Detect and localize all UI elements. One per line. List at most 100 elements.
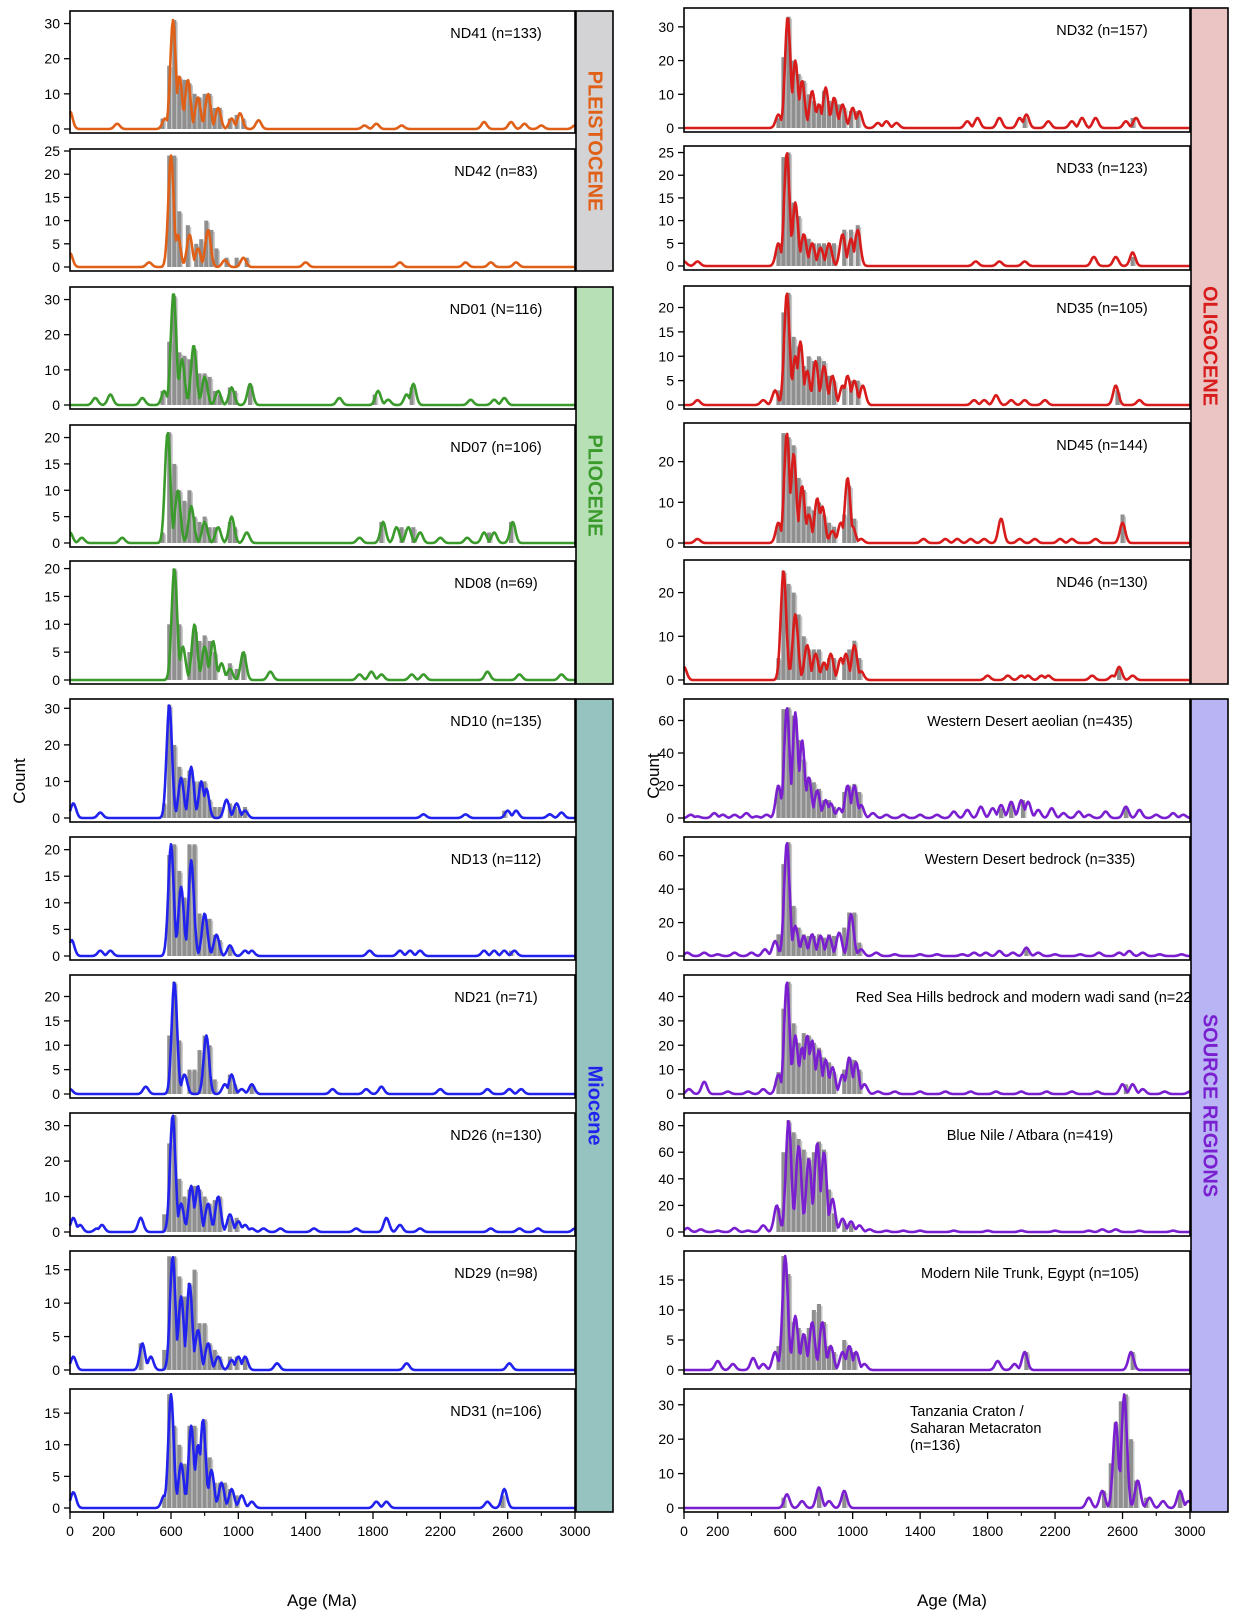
sample-label-line: Modern Nile Trunk, Egypt (n=105) xyxy=(921,1266,1139,1282)
histogram-bar xyxy=(172,981,177,1094)
density-curve xyxy=(69,293,576,407)
histogram-bar-shade xyxy=(780,787,782,818)
histogram-bar xyxy=(1022,117,1027,128)
y-tick-label: 15 xyxy=(44,1262,60,1278)
histogram-bar xyxy=(227,663,232,680)
y-axis-label-right: Count xyxy=(644,753,663,799)
histogram-bar-shade xyxy=(795,1324,798,1370)
histogram-bar-shade xyxy=(785,159,788,266)
sample-label-line: Blue Nile / Atbara (n=419) xyxy=(947,1128,1113,1144)
y-tick-label: 20 xyxy=(658,454,674,470)
histogram-bar xyxy=(786,842,791,956)
histogram-bar xyxy=(811,935,816,956)
histogram-bar-shade xyxy=(211,378,214,405)
panel-16: 0 20 40 60 Western Desert aeolian (n=435) xyxy=(658,698,1191,826)
sample-label: ND41 (n=133) xyxy=(450,26,541,42)
histogram-bar xyxy=(1130,256,1135,266)
y-tick-label: 60 xyxy=(658,1144,674,1160)
histogram-bar-shade xyxy=(780,660,782,680)
group-band-2: Miocene xyxy=(575,698,614,1513)
y-tick-label: 0 xyxy=(52,1224,60,1240)
sample-label-line: ND33 (n=123) xyxy=(1056,161,1147,177)
histogram-bar xyxy=(138,1343,143,1370)
histogram-bar-shade xyxy=(171,67,173,129)
x-tick-label: 1400 xyxy=(905,1523,936,1539)
histogram-bar xyxy=(212,1079,217,1094)
sample-label-line: ND26 (n=130) xyxy=(450,1128,541,1144)
panel-15: 0 10 20 ND46 (n=130) xyxy=(658,559,1191,688)
histogram-bar-shade xyxy=(831,660,833,680)
histogram-bar-shade xyxy=(800,1044,803,1094)
histogram-bar xyxy=(399,527,404,543)
histogram-bar xyxy=(852,783,857,818)
sample-label-line: (n=136) xyxy=(910,1438,960,1454)
y-tick-label: 0 xyxy=(666,1362,674,1378)
histogram-bar-shade xyxy=(790,1276,793,1370)
histogram-bar xyxy=(852,1059,857,1094)
histogram-bar xyxy=(796,1138,801,1232)
histogram-bar xyxy=(806,506,811,543)
histogram-bar-shade xyxy=(196,1271,198,1370)
y-tick-label: 20 xyxy=(44,51,60,67)
histogram-bar xyxy=(192,629,197,680)
histogram-bar xyxy=(187,1069,192,1094)
histogram-bar-shade xyxy=(166,805,168,818)
histogram-bar-shade xyxy=(785,1010,788,1094)
histogram-bar xyxy=(791,445,796,543)
sample-label: ND21 (n=71) xyxy=(454,990,537,1006)
histogram-bar-shade xyxy=(164,392,167,405)
y-tick-label: 15 xyxy=(44,588,60,604)
histogram-bar xyxy=(855,225,860,266)
histogram-bar xyxy=(796,1042,801,1094)
y-tick-label: 10 xyxy=(658,348,674,364)
histogram-bar-shade xyxy=(795,594,798,680)
histogram-bar xyxy=(214,248,219,267)
histogram-bar-shade xyxy=(176,465,178,543)
histogram-bar-shade xyxy=(851,914,853,956)
panel-8: 0 10 20 30 ND26 (n=130) xyxy=(44,1112,576,1240)
histogram-bar-shade xyxy=(780,1348,782,1370)
histogram-bar xyxy=(791,60,796,128)
group-label: SOURCE REGIONS xyxy=(1199,1014,1221,1197)
histogram-bar xyxy=(197,913,202,956)
histogram-bar-shade xyxy=(232,523,234,543)
group-band-4: SOURCE REGIONS xyxy=(1190,698,1229,1513)
y-tick-label: 10 xyxy=(44,362,60,378)
histogram-bar xyxy=(197,1189,202,1232)
histogram-bar xyxy=(411,527,416,543)
histogram-bar xyxy=(842,927,847,956)
histogram-bar-shade xyxy=(196,1187,198,1232)
y-tick-label: 20 xyxy=(44,561,60,577)
y-tick-label: 20 xyxy=(658,915,674,931)
histogram-bar xyxy=(167,432,172,543)
histogram-bar xyxy=(177,490,182,543)
sample-label-line: ND42 (n=83) xyxy=(454,164,537,180)
y-tick-label: 5 xyxy=(52,644,60,660)
sample-label-line: ND35 (n=105) xyxy=(1056,301,1147,317)
histogram-bar-shade xyxy=(218,250,220,267)
histogram-bar xyxy=(227,387,232,405)
panel-7: 0 5 10 15 20 ND21 (n=71) xyxy=(44,974,576,1102)
histogram-bar xyxy=(786,16,791,129)
histogram-bar-shade xyxy=(810,240,813,266)
histogram-bar xyxy=(801,80,806,128)
histogram-bar xyxy=(217,1356,222,1370)
y-tick-label: 10 xyxy=(658,628,674,644)
x-tick-label: 200 xyxy=(92,1523,116,1539)
sample-label-line: ND46 (n=130) xyxy=(1056,575,1147,591)
histogram-bar-shade xyxy=(785,314,788,405)
y-tick-label: 10 xyxy=(44,1295,60,1311)
y-tick-label: 0 xyxy=(666,397,674,413)
histogram-bar-shade xyxy=(196,1427,198,1508)
histogram-bar xyxy=(202,635,207,680)
histogram-bar-shade xyxy=(785,1258,788,1370)
y-tick-label: 40 xyxy=(658,1171,674,1187)
histogram-bar xyxy=(791,715,796,818)
x-tick-label: 1800 xyxy=(972,1523,1003,1539)
histogram-bar xyxy=(848,1224,853,1232)
histogram-bar xyxy=(241,652,246,680)
histogram-bar xyxy=(791,1322,796,1370)
histogram-bar xyxy=(234,668,239,680)
histogram-bar-shade xyxy=(831,1348,833,1370)
histogram-bar xyxy=(1020,800,1025,818)
